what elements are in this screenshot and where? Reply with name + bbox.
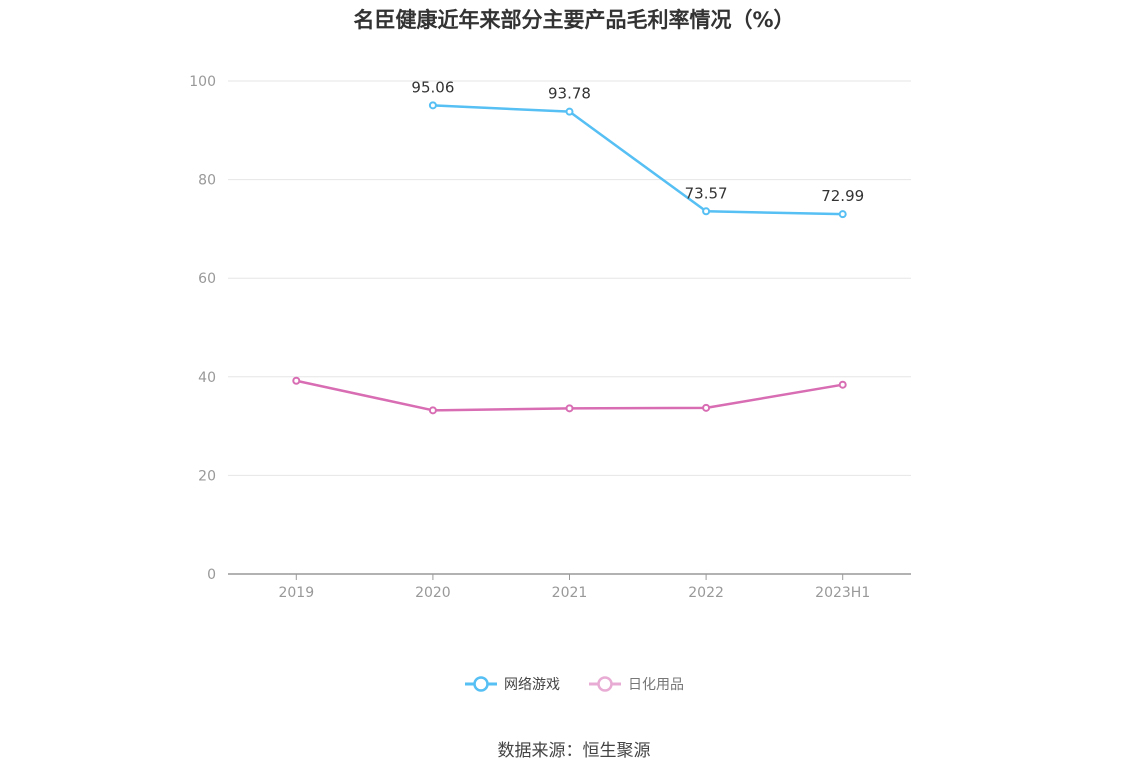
legend-label-daily-chemicals: 日化用品: [628, 677, 684, 693]
data-label: 72.99: [821, 187, 864, 205]
legend: 网络游戏 日化用品: [0, 674, 1148, 694]
series-lines: [292, 101, 847, 415]
source-note: 数据来源：恒生聚源: [497, 741, 651, 761]
x-tick-label: 2023H1: [815, 585, 870, 601]
data-point: [702, 403, 711, 412]
data-labels: 95.06 93.78 73.57 72.99: [411, 78, 864, 205]
y-tick-label: 0: [207, 567, 216, 583]
series-line-0: [432, 104, 843, 216]
y-tick-label: 40: [198, 370, 216, 386]
legend-marker-daily-chemicals-icon: [589, 676, 621, 692]
data-point: [428, 406, 437, 415]
x-tick-label: 2021: [552, 585, 588, 601]
y-tick-label: 20: [198, 468, 216, 484]
legend-item-online-games[interactable]: 网络游戏: [464, 674, 560, 694]
legend-marker-online-games-icon: [465, 676, 497, 692]
y-tick-label: 100: [189, 74, 216, 90]
data-point: [565, 404, 574, 413]
chart-title: 名臣健康近年来部分主要产品毛利率情况（%）: [353, 8, 795, 32]
y-tick-label: 80: [198, 173, 216, 189]
data-point: [838, 210, 847, 219]
x-tick-label: 2020: [415, 585, 451, 601]
data-point: [292, 376, 301, 385]
data-point: [428, 101, 437, 110]
x-tick-label: 2019: [278, 585, 314, 601]
legend-label-online-games: 网络游戏: [504, 677, 560, 693]
x-tick-label: 2022: [688, 585, 724, 601]
line-chart: 0 20 40 60 80 100 2019 2020 2021 2022 2023H1 95.0…: [189, 74, 911, 601]
data-point: [565, 107, 574, 116]
legend-item-daily-chemicals[interactable]: 日化用品: [588, 674, 684, 694]
data-point: [838, 380, 847, 389]
gridlines: [228, 80, 911, 476]
x-axis: 2019 2020 2021 2022 2023H1: [228, 573, 911, 601]
data-point: [702, 207, 711, 216]
y-axis: 0 20 40 60 80 100: [189, 74, 216, 583]
data-label: 73.57: [685, 184, 728, 202]
data-label: 95.06: [411, 78, 454, 96]
data-label: 93.78: [548, 85, 591, 103]
y-tick-label: 60: [198, 271, 216, 287]
